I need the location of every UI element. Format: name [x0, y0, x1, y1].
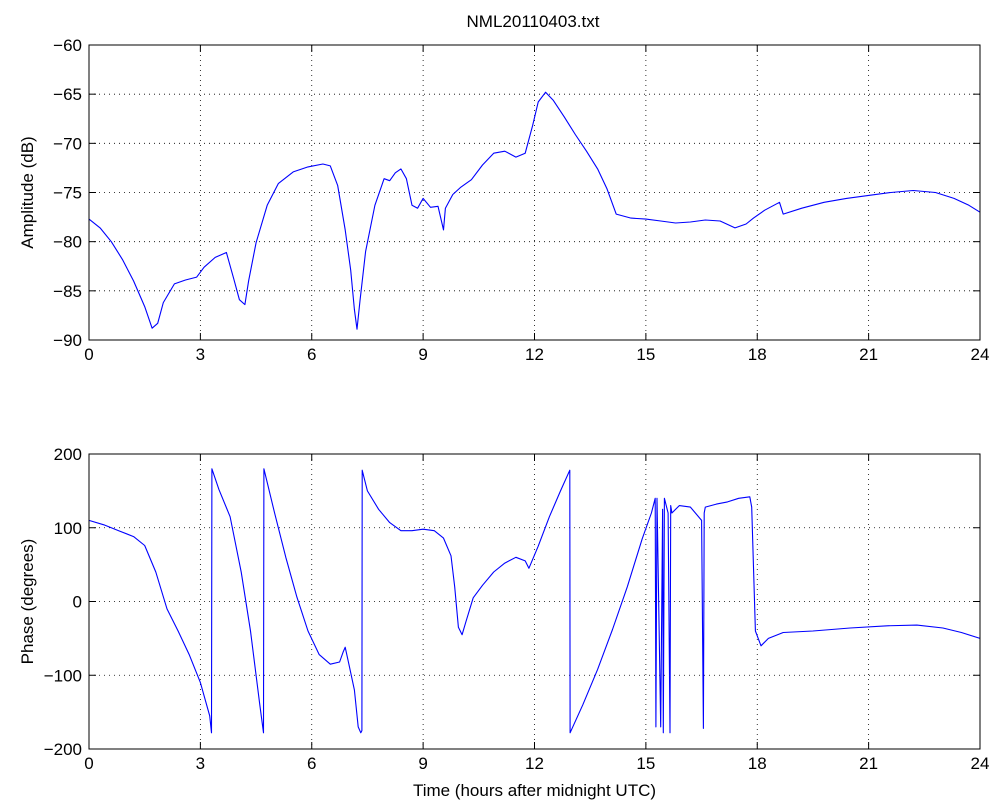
amplitude-ytick-label-5: −65 [53, 85, 82, 104]
amplitude-xtick-label-3: 9 [418, 345, 427, 364]
phase-ytick-label-3: 100 [54, 519, 82, 538]
phase-xlabel: Time (hours after midnight UTC) [413, 781, 656, 800]
amplitude-xtick-label-6: 18 [748, 345, 767, 364]
chart-title: NML20110403.txt [467, 12, 600, 31]
amplitude-ylabel: Amplitude (dB) [18, 136, 37, 248]
amplitude-xtick-label-4: 12 [525, 345, 544, 364]
amplitude-xtick-label-5: 15 [636, 345, 655, 364]
phase-ylabel: Phase (degrees) [18, 539, 37, 665]
phase-xtick-label-6: 18 [748, 754, 767, 773]
phase-xtick-label-1: 3 [196, 754, 205, 773]
phase-xtick-label-2: 6 [307, 754, 316, 773]
amplitude-ytick-label-3: −75 [53, 184, 82, 203]
amplitude-panel: 0 3 6 9 12 15 18 21 24 −90 −85 −80 −75 −70 −65 −60 Ampli… [18, 36, 989, 364]
phase-xtick-label-5: 15 [636, 754, 655, 773]
phase-ytick-label-1: −100 [44, 666, 82, 685]
amplitude-ytick-label-2: −80 [53, 233, 82, 252]
amplitude-ytick-label-6: −60 [53, 36, 82, 55]
phase-panel: 0 3 6 9 12 15 18 21 24 −200 −100 0 100 200 Phase (degr… [18, 445, 989, 800]
amplitude-ytick-label-0: −90 [53, 331, 82, 350]
phase-series-line-0 [88, 468, 981, 734]
amplitude-series-line-0 [88, 91, 981, 330]
phase-ytick-label-4: 200 [54, 445, 82, 464]
phase-xtick-label-4: 12 [525, 754, 544, 773]
amplitude-xtick-label-2: 6 [307, 345, 316, 364]
amplitude-xtick-label-8: 24 [971, 345, 990, 364]
phase-xtick-label-3: 9 [418, 754, 427, 773]
amplitude-ytick-label-4: −70 [53, 134, 82, 153]
amplitude-xtick-label-0: 0 [84, 345, 93, 364]
phase-xtick-label-8: 24 [971, 754, 990, 773]
amplitude-xtick-label-7: 21 [859, 345, 878, 364]
phase-xtick-label-7: 21 [859, 754, 878, 773]
amplitude-ytick-label-1: −85 [53, 282, 82, 301]
phase-ytick-label-0: −200 [44, 740, 82, 759]
amplitude-xtick-label-1: 3 [196, 345, 205, 364]
phase-xtick-label-0: 0 [84, 754, 93, 773]
phase-ytick-label-2: 0 [73, 593, 82, 612]
